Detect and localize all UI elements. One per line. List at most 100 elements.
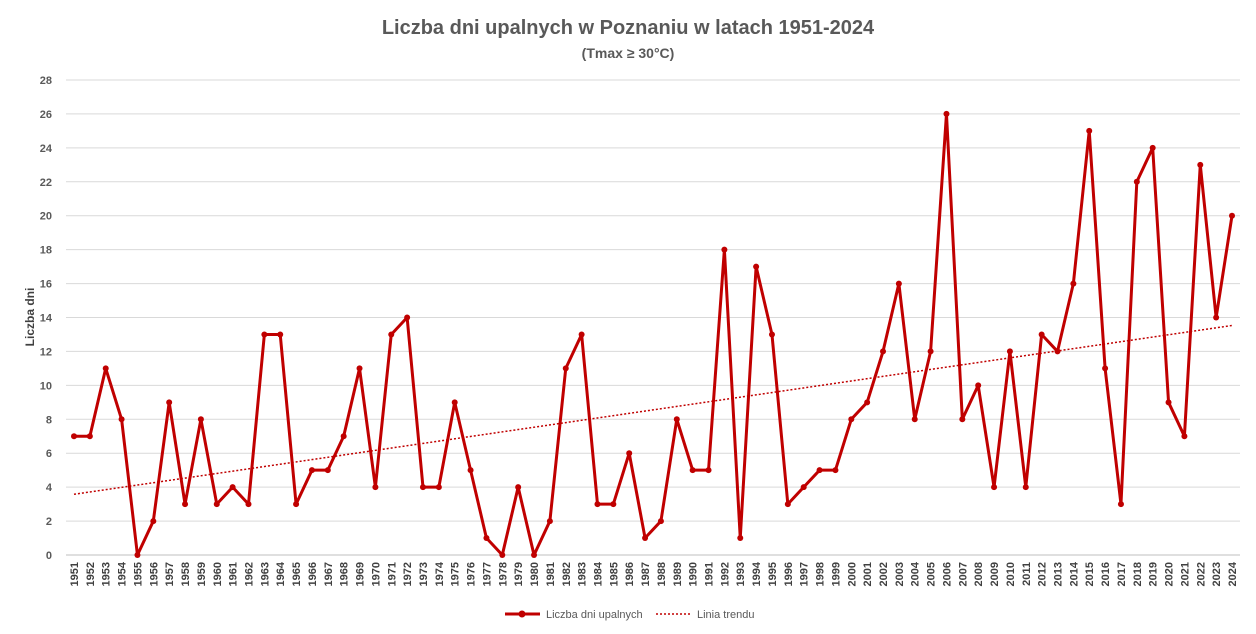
data-point [499, 552, 506, 558]
data-point [578, 331, 585, 338]
x-tick-label: 2002 [878, 562, 890, 586]
data-point [895, 280, 902, 287]
data-point [261, 331, 268, 338]
x-tick-label: 1990 [688, 562, 700, 586]
data-point [372, 484, 379, 491]
x-tick-label: 1976 [466, 562, 478, 586]
data-point [848, 416, 855, 423]
y-tick-label: 2 [46, 516, 52, 528]
data-point [245, 501, 252, 508]
data-point [340, 433, 347, 440]
data-point [118, 416, 125, 423]
x-tick-label: 1968 [339, 562, 351, 586]
x-tick-label: 1967 [323, 562, 335, 586]
x-tick-label: 1973 [418, 562, 430, 586]
data-point [213, 501, 220, 508]
x-tick-label: 2009 [989, 562, 1001, 586]
data-point [1054, 348, 1061, 355]
x-tick-label: 1979 [513, 562, 525, 586]
x-tick-label: 1977 [481, 562, 493, 586]
x-tick-label: 1972 [402, 562, 414, 586]
data-point [991, 484, 998, 491]
trend-line [73, 324, 1233, 496]
x-tick-label: 1959 [196, 562, 208, 586]
y-axis-label: Liczba dni [23, 288, 37, 347]
legend-point-marker [518, 610, 526, 618]
x-tick-label: 2015 [1084, 562, 1096, 586]
x-tick-label: 2023 [1211, 562, 1223, 586]
data-point [388, 331, 395, 338]
data-point [768, 331, 775, 338]
x-tick-label: 1954 [117, 561, 129, 586]
y-tick-label: 22 [40, 177, 52, 189]
data-point [657, 518, 664, 525]
x-tick-label: 1985 [608, 562, 620, 586]
data-point [1006, 348, 1013, 355]
x-tick-label: 1995 [767, 562, 779, 586]
x-tick-label: 1951 [69, 562, 81, 586]
data-point [594, 501, 601, 508]
x-tick-label: 2008 [973, 562, 985, 586]
x-tick-label: 1978 [497, 562, 509, 586]
y-tick-label: 4 [46, 482, 53, 494]
data-point [324, 467, 331, 474]
x-tick-label: 1956 [148, 562, 160, 586]
data-point [562, 365, 569, 372]
x-tick-label: 1952 [85, 562, 97, 586]
y-tick-label: 28 [40, 75, 52, 87]
x-tick-label: 1971 [386, 562, 398, 586]
data-point [784, 501, 791, 508]
data-point [800, 484, 807, 491]
x-tick-label: 1982 [561, 562, 573, 586]
legend-label-series: Liczba dni upalnych [546, 609, 643, 621]
x-tick-label: 1964 [275, 561, 287, 586]
x-tick-label: 1994 [751, 561, 763, 586]
x-tick-label: 1992 [719, 562, 731, 586]
x-tick-label: 2024 [1227, 561, 1239, 586]
x-tick-label: 2019 [1148, 562, 1160, 586]
y-tick-label: 14 [40, 313, 53, 325]
y-tick-label: 18 [40, 245, 52, 257]
y-tick-label: 24 [40, 143, 53, 155]
x-tick-label: 1953 [101, 562, 113, 586]
x-tick-label: 1999 [830, 562, 842, 586]
data-point [1149, 144, 1156, 151]
x-tick-label: 2010 [1005, 562, 1017, 586]
data-point [816, 467, 823, 474]
data-point [1213, 314, 1220, 321]
data-point [356, 365, 363, 372]
x-tick-label: 2000 [846, 562, 858, 586]
x-tick-label: 1991 [704, 562, 716, 586]
data-point [1197, 161, 1204, 168]
data-point [832, 467, 839, 474]
x-tick-label: 2005 [926, 562, 938, 586]
data-point [404, 314, 411, 321]
x-tick-label: 2003 [894, 562, 906, 586]
data-point [531, 552, 538, 558]
x-tick-label: 1988 [656, 562, 668, 586]
x-tick-label: 1960 [212, 562, 224, 586]
data-point [959, 416, 966, 423]
data-point [1086, 127, 1093, 134]
data-point [737, 535, 744, 542]
data-point [150, 518, 157, 525]
y-tick-label: 8 [46, 414, 52, 426]
x-tick-label: 1965 [291, 562, 303, 586]
y-tick-label: 6 [46, 448, 52, 460]
x-tick-label: 1997 [799, 562, 811, 586]
x-tick-label: 1963 [259, 562, 271, 586]
data-point [705, 467, 712, 474]
data-point [71, 433, 77, 440]
x-tick-label: 1981 [545, 562, 557, 586]
x-tick-label: 2020 [1164, 562, 1176, 586]
data-point [1038, 331, 1045, 338]
legend: Liczba dni upalnych Linia trendu [505, 609, 755, 621]
data-point [293, 501, 300, 508]
x-tick-label: 2018 [1132, 562, 1144, 586]
x-tick-label: 1966 [307, 562, 319, 586]
data-point [626, 450, 633, 457]
x-tick-label: 1983 [577, 562, 589, 586]
chart-title: Liczba dni upalnych w Poznaniu w latach … [382, 17, 875, 39]
x-tick-label: 2004 [910, 561, 922, 586]
